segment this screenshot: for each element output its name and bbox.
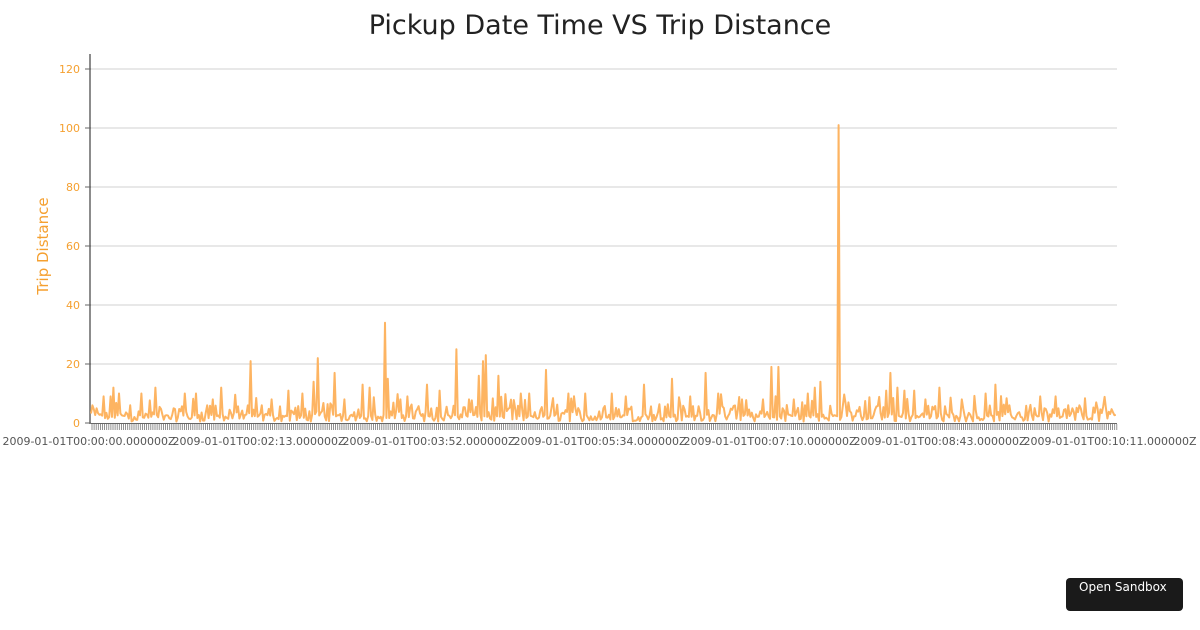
- y-axis-label: Trip Distance: [34, 197, 52, 295]
- x-tick-label: 2009-01-01T00:08:43.000000Z: [853, 435, 1027, 448]
- y-tick-label: 120: [59, 63, 80, 76]
- x-tick-label: 2009-01-01T00:02:13.000000Z: [172, 435, 346, 448]
- y-tick-label: 80: [66, 181, 80, 194]
- y-tick-label: 60: [66, 240, 80, 253]
- chart-title: Pickup Date Time VS Trip Distance: [368, 10, 832, 41]
- x-tick-label: 2009-01-01T00:05:34.000000Z: [513, 435, 687, 448]
- open-sandbox-button[interactable]: Open Sandbox: [1066, 578, 1183, 611]
- y-tick-label: 0: [73, 417, 80, 430]
- y-axis: 0 20 40 60 80 100 120: [59, 54, 91, 430]
- trip-distance-line: [90, 124, 1117, 423]
- grid-lines: [91, 68, 1117, 365]
- y-tick-label: 40: [66, 299, 80, 312]
- y-tick-label: 100: [59, 122, 80, 135]
- x-tick-label: 2009-01-01T00:10:11.000000Z: [1023, 435, 1197, 448]
- y-tick-label: 20: [66, 358, 80, 371]
- x-tick-label: 2009-01-01T00:00:00.000000Z: [2, 435, 176, 448]
- x-tick-label: 2009-01-01T00:07:10.000000Z: [683, 435, 857, 448]
- x-axis: 2009-01-01T00:00:00.000000Z2009-01-01T00…: [2, 423, 1197, 448]
- x-tick-label: 2009-01-01T00:03:52.000000Z: [342, 435, 516, 448]
